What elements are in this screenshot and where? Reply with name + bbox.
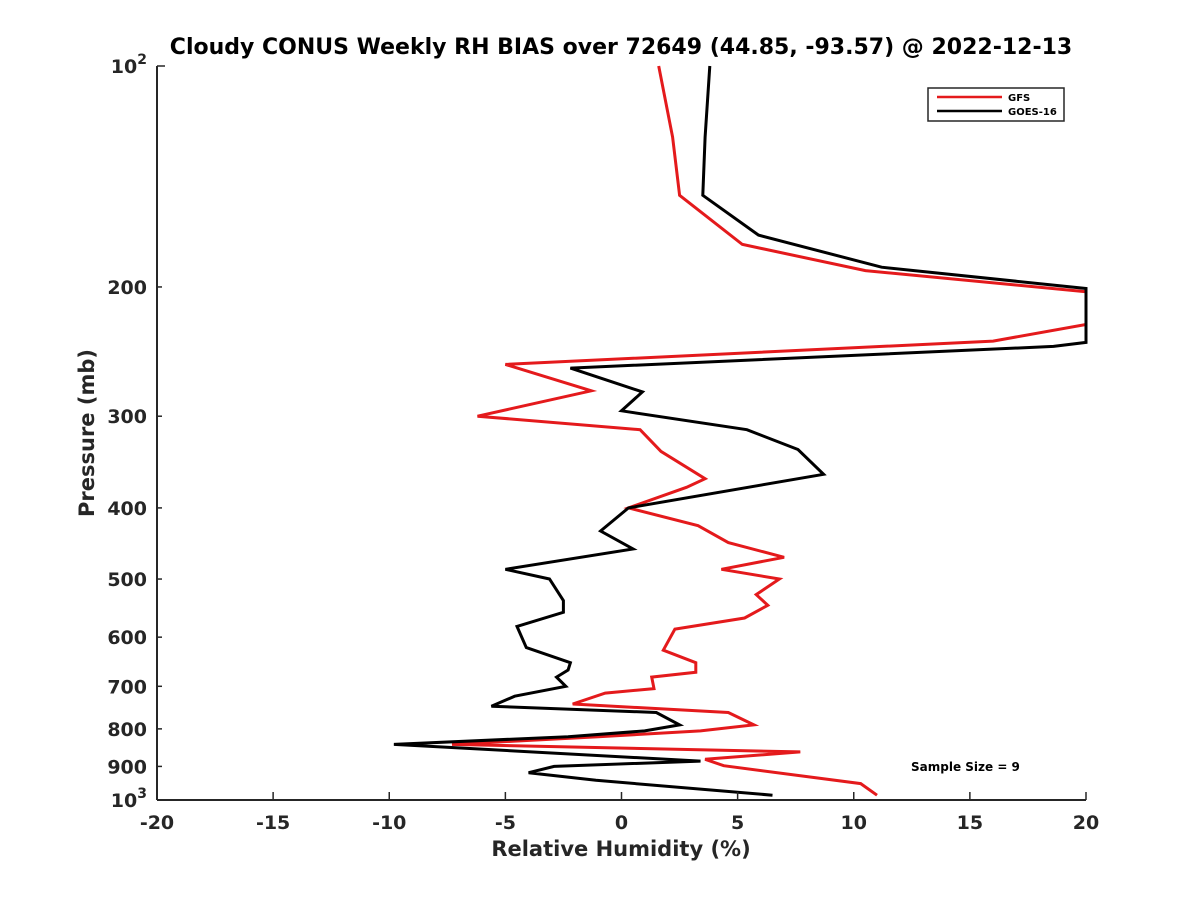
y-tick-label: 600: [107, 627, 147, 649]
legend-label-gfs: GFS: [1008, 93, 1030, 104]
x-tick-label: -5: [495, 812, 516, 834]
y-tick-label: 200: [107, 277, 147, 299]
chart-title: Cloudy CONUS Weekly RH BIAS over 72649 (…: [170, 35, 1072, 60]
x-tick-label: -15: [256, 812, 290, 834]
x-tick-label: -10: [372, 812, 406, 834]
y-axis-label: Pressure (mb): [75, 349, 99, 517]
series-layer: [393, 65, 1088, 797]
legend: GFS GOES-16: [927, 87, 1065, 122]
plot-area: -20 -15 -10 -5 0 5 10 15 20 102 200 300 400 500 600 70…: [107, 52, 1099, 834]
series-goes16: [393, 65, 1088, 797]
y-tick-label: 300: [107, 406, 147, 428]
series-line-gfs: [451, 65, 1088, 797]
legend-box: [927, 87, 1065, 122]
y-tick-label: 700: [107, 676, 147, 698]
y-tick-label: 102: [111, 52, 147, 78]
x-axis-label: Relative Humidity (%): [491, 837, 750, 861]
x-tick-label: 5: [731, 812, 744, 834]
x-tick-label: 20: [1073, 812, 1099, 834]
y-tick-label: 800: [107, 719, 147, 741]
x-tick-label: 15: [957, 812, 983, 834]
legend-label-goes16: GOES-16: [1008, 107, 1057, 118]
y-tick-label: 500: [107, 569, 147, 591]
x-tick-label: 10: [841, 812, 867, 834]
y-tick-layer: 102 200 300 400 500 600 700 800 900 103: [107, 52, 165, 812]
x-tick-label: -20: [140, 812, 174, 834]
x-tick-layer: -20 -15 -10 -5 0 5 10 15 20: [140, 792, 1099, 834]
y-tick-label: 900: [107, 756, 147, 778]
y-tick-label: 103: [111, 786, 147, 812]
x-tick-label: 0: [615, 812, 628, 834]
sample-size-annotation: Sample Size = 9: [911, 760, 1020, 774]
y-tick-label: 400: [107, 498, 147, 520]
